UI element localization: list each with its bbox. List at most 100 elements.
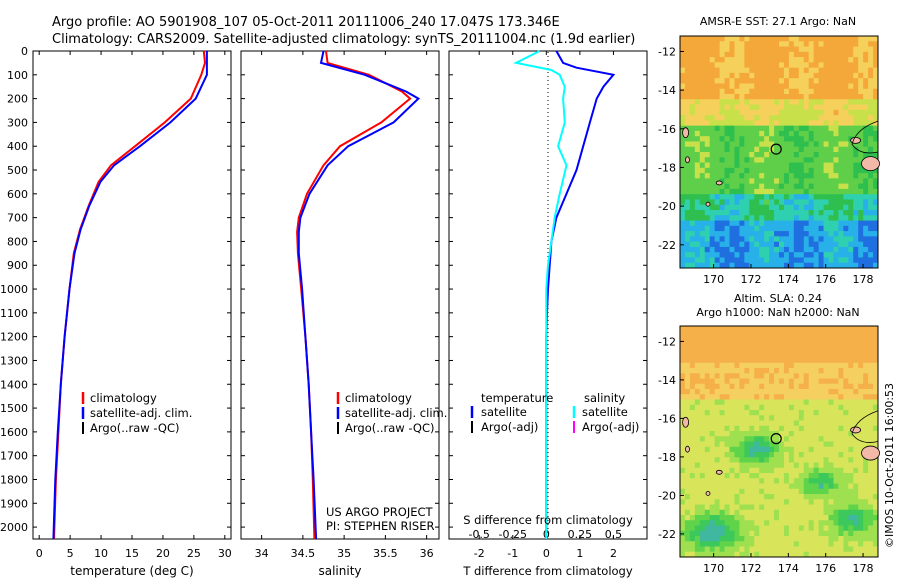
heatmap-cell (863, 115, 869, 121)
heatmap-cell (833, 51, 839, 58)
heatmap-cell (680, 525, 686, 532)
heatmap-cell (779, 125, 785, 132)
heatmap-cell (843, 204, 849, 211)
heatmap-cell (739, 215, 745, 221)
heatmap-cell (848, 415, 854, 421)
depth-tick-label: 700 (7, 212, 28, 225)
heatmap-cell (863, 530, 869, 537)
heatmap-cell (863, 357, 869, 364)
heatmap-cell (788, 441, 795, 448)
heatmap-cell (788, 415, 795, 421)
heatmap-cell (754, 373, 760, 379)
heatmap-cell (848, 167, 854, 174)
heatmap-cell (774, 99, 780, 105)
heatmap-cell (838, 188, 844, 195)
heatmap-cell (818, 525, 824, 532)
island (682, 127, 690, 139)
heatmap-cell (719, 378, 725, 385)
heatmap-cell (833, 178, 839, 185)
heatmap-cell (769, 78, 775, 84)
heatmap-cell (853, 57, 859, 63)
heatmap-cell (719, 152, 725, 158)
heatmap-cell (694, 225, 701, 232)
heatmap-cell (709, 94, 716, 100)
heatmap-cell (793, 125, 800, 132)
heatmap-cell (699, 104, 706, 111)
heatmap-cell (848, 488, 854, 495)
heatmap-cell (873, 125, 879, 132)
heatmap-cell (744, 431, 750, 437)
heatmap-cell (759, 41, 765, 47)
heatmap-cell (719, 362, 725, 369)
heatmap-cell (709, 404, 716, 411)
heatmap-cell (798, 336, 805, 343)
heatmap-cell (719, 488, 725, 495)
heatmap-cell (709, 410, 716, 416)
heatmap-cell (783, 231, 790, 237)
heatmap-cell (868, 352, 874, 358)
heatmap-cell (813, 457, 819, 463)
heatmap-cell (704, 368, 711, 374)
heatmap-cell (798, 125, 805, 132)
heatmap-cell (744, 231, 750, 237)
heatmap-cell (734, 257, 740, 264)
heatmap-cell (873, 425, 879, 432)
heatmap-cell (769, 352, 775, 358)
heatmap-cell (684, 404, 691, 411)
heatmap-cell (813, 178, 819, 185)
heatmap-cell (798, 162, 805, 169)
heatmap-cell (709, 446, 716, 453)
heatmap-cell (769, 62, 775, 69)
heatmap-cell (754, 78, 760, 84)
heatmap-cell (838, 246, 844, 253)
heatmap-cell (838, 252, 844, 258)
heatmap-cell (818, 473, 824, 479)
heatmap-cell (694, 252, 701, 258)
heatmap-cell (749, 167, 755, 174)
heatmap-cell (744, 99, 750, 105)
heatmap-cell (709, 488, 716, 495)
heatmap-cell (788, 494, 795, 500)
heatmap-cell (863, 67, 869, 74)
heatmap-cell (808, 78, 815, 84)
heatmap-cell (858, 425, 864, 432)
heatmap-cell (714, 152, 720, 158)
heatmap-cell (858, 341, 864, 348)
heatmap-cell (749, 120, 755, 127)
heatmap-cell (779, 520, 785, 526)
heatmap-cell (709, 220, 716, 227)
heatmap-cell (684, 152, 691, 158)
heatmap-cell (808, 231, 815, 237)
salinity-xlabel: salinity (318, 564, 361, 578)
heatmap-cell (769, 252, 775, 258)
heatmap-cell (868, 536, 874, 542)
heatmap-cell (764, 378, 770, 385)
heatmap-cell (868, 394, 874, 400)
heatmap-cell (764, 210, 770, 216)
heatmap-cell (694, 120, 701, 127)
heatmap-cell (858, 231, 864, 237)
heatmap-cell (759, 399, 765, 406)
heatmap-cell (823, 431, 829, 437)
depth-tick-label: 300 (7, 116, 28, 129)
heatmap-cell (793, 67, 800, 74)
heatmap-cell (704, 394, 711, 400)
heatmap-cell (779, 41, 785, 47)
heatmap-cell (774, 162, 780, 169)
heatmap-cell (694, 41, 701, 47)
heatmap-cell (793, 467, 800, 474)
t-difference-label: T difference from climatology (462, 564, 633, 578)
heatmap-cell (694, 525, 701, 532)
heatmap-cell (734, 404, 740, 411)
heatmap-cell (709, 104, 716, 111)
heatmap-cell (823, 167, 829, 174)
heatmap-cell (828, 257, 834, 264)
heatmap-cell (724, 220, 730, 227)
heatmap-cell (704, 36, 711, 42)
heatmap-cell (749, 109, 755, 116)
heatmap-cell (848, 473, 854, 479)
heatmap-cell (818, 546, 824, 553)
heatmap-cell (699, 504, 706, 511)
heatmap-cell (739, 183, 745, 190)
heatmap-cell (759, 88, 765, 95)
